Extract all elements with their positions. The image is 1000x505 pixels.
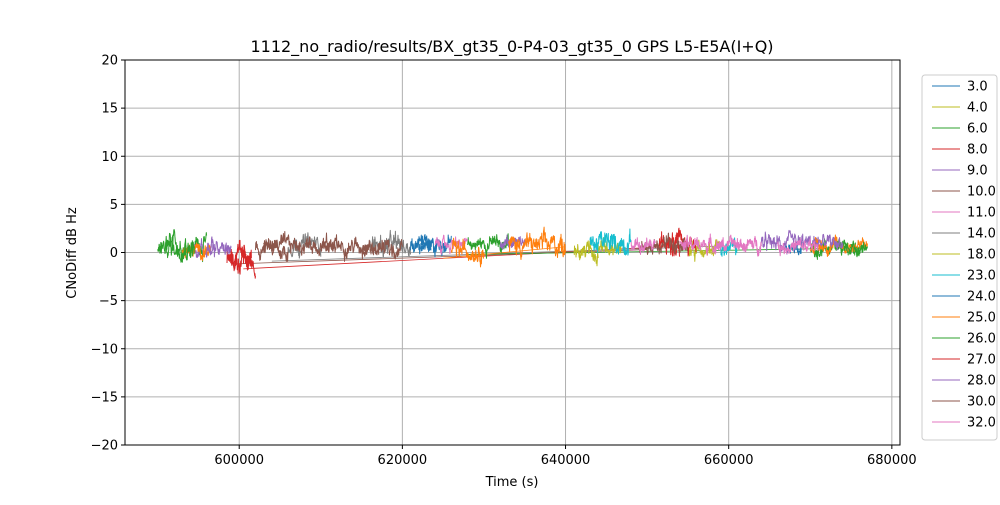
y-tick-label: 5 [110, 198, 118, 213]
legend-label: 23.0 [967, 269, 996, 284]
legend-label: 6.0 [967, 122, 988, 137]
plot-area [157, 226, 868, 279]
series-line-6-0 [165, 229, 208, 263]
x-axis-label: Time (s) [485, 475, 539, 490]
legend-label: 9.0 [967, 164, 988, 179]
y-tick-label: 0 [110, 246, 118, 261]
legend-label: 26.0 [967, 332, 996, 347]
legend-label: 18.0 [967, 248, 996, 263]
y-tick-label: −5 [99, 294, 118, 309]
series-line-23-0 [589, 228, 632, 256]
series-line-26-0 [157, 235, 195, 263]
legend-box [921, 74, 998, 441]
series-line-25-0 [508, 226, 566, 260]
legend-label: 28.0 [967, 374, 996, 389]
series-line-9-0 [499, 234, 526, 250]
y-tick-label: 10 [101, 150, 118, 165]
legend-label: 8.0 [967, 143, 988, 158]
series-line-28-0 [813, 233, 844, 251]
series-line-32-0 [679, 233, 762, 257]
y-axis-label: CNoDiff dB Hz [65, 207, 80, 299]
legend-label: 32.0 [967, 416, 996, 431]
series-line-4-0 [573, 240, 599, 267]
series-line-14-0 [369, 229, 411, 258]
legend-label: 14.0 [967, 227, 996, 242]
y-tick-label: 20 [101, 54, 118, 69]
x-tick-label: 680000 [867, 453, 917, 468]
series-line-30-0 [361, 239, 403, 260]
series-line-24-0 [410, 238, 432, 255]
y-tick-label: −10 [91, 342, 118, 357]
series-line-9-0 [760, 229, 819, 252]
series-line-28-0 [206, 240, 232, 255]
x-tick-label: 600000 [214, 453, 264, 468]
ticks-layer: 600000 620000 640000 660000 680000 −20 −15 −10 −… [91, 54, 917, 469]
y-tick-label: −15 [91, 390, 118, 405]
legend-label: 27.0 [967, 353, 996, 368]
y-tick-label: −20 [91, 439, 118, 454]
legend-label: 10.0 [967, 185, 996, 200]
series-line-25-0 [450, 237, 485, 268]
legend-label: 4.0 [967, 101, 988, 116]
legend-label: 25.0 [967, 311, 996, 326]
legend-label: 3.0 [967, 80, 988, 95]
x-tick-label: 620000 [378, 453, 428, 468]
x-tick-label: 660000 [704, 453, 754, 468]
series-line-30-0 [663, 232, 689, 255]
series-line-32-0 [777, 237, 819, 257]
y-tick-label: 15 [101, 102, 118, 117]
chart-title: 1112_no_radio/results/BX_gt35_0-P4-03_gt… [250, 37, 773, 57]
series-line-30-0 [263, 231, 338, 257]
legend-label: 24.0 [967, 290, 996, 305]
series-line-3-0 [418, 234, 452, 258]
series-line-11-0 [630, 237, 656, 255]
legend: 3.0 4.0 6.0 8.0 9.0 10.0 11.0 14.0 18.0 23.0 24.0 2… [921, 74, 998, 441]
legend-label: 30.0 [967, 395, 996, 410]
legend-label: 11.0 [967, 206, 996, 221]
series-line-27-0 [230, 239, 252, 271]
series-connector-line [443, 246, 566, 259]
x-tick-label: 640000 [541, 453, 591, 468]
series-line-25-0 [181, 242, 212, 262]
